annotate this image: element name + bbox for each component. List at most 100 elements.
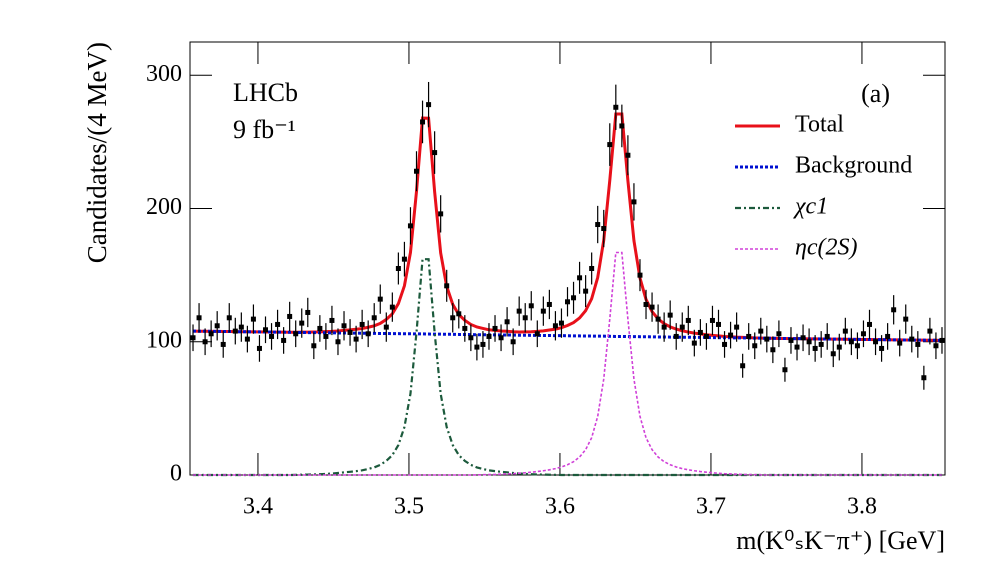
data-point — [317, 325, 323, 331]
data-point — [498, 335, 504, 341]
data-point — [492, 325, 498, 331]
legend-label: χc1 — [793, 194, 828, 220]
data-point — [740, 363, 746, 369]
data-point — [510, 339, 516, 345]
data-point — [190, 335, 196, 341]
data-point — [353, 336, 359, 342]
x-tick-label: 3.8 — [847, 494, 877, 520]
x-tick-label: 3.6 — [545, 494, 575, 520]
data-point — [873, 339, 879, 345]
data-point — [728, 332, 734, 338]
legend-label: Total — [795, 112, 844, 138]
data-point — [836, 344, 842, 350]
data-point — [299, 320, 305, 326]
data-point — [685, 317, 691, 323]
data-point — [480, 341, 486, 347]
data-point — [214, 323, 220, 329]
data-point — [432, 150, 438, 156]
data-point — [643, 301, 649, 307]
data-point — [414, 168, 419, 174]
x-axis-label: m(K⁰ₛK⁻π⁺) [GeV] — [736, 526, 945, 555]
data-point — [552, 323, 558, 329]
data-point — [601, 226, 607, 232]
data-point — [782, 367, 788, 373]
data-point — [848, 339, 854, 345]
data-point — [903, 316, 909, 322]
x-tick-label: 3.4 — [243, 494, 273, 520]
data-point — [371, 315, 377, 321]
data-point — [365, 331, 371, 337]
x-tick-label: 3.7 — [696, 494, 726, 520]
data-point — [558, 320, 564, 326]
data-point — [522, 315, 528, 321]
data-point — [395, 265, 401, 271]
data-point — [208, 331, 214, 337]
data-point — [389, 304, 395, 310]
data-point — [885, 333, 891, 339]
data-point — [842, 328, 848, 334]
data-point — [546, 301, 552, 307]
y-tick-label: 300 — [146, 61, 182, 87]
data-point — [377, 296, 383, 302]
data-point — [595, 222, 601, 228]
data-point — [661, 324, 667, 330]
data-point — [691, 340, 697, 346]
data-point — [812, 345, 818, 351]
x-tick-label: 3.5 — [394, 494, 424, 520]
data-point — [697, 329, 703, 335]
data-point — [269, 333, 275, 339]
data-point — [879, 345, 885, 351]
data-point — [311, 343, 317, 349]
data-point — [619, 123, 625, 129]
data-point — [323, 333, 329, 339]
data-point — [305, 309, 311, 315]
data-point — [933, 343, 939, 349]
data-point — [824, 333, 830, 339]
data-point — [716, 321, 721, 327]
data-point — [383, 324, 389, 330]
data-point — [244, 336, 250, 342]
data-point — [806, 339, 812, 345]
data-point — [335, 339, 341, 345]
data-point — [438, 211, 444, 217]
data-point — [752, 343, 758, 349]
data-point — [818, 341, 824, 347]
data-point — [939, 337, 945, 343]
data-point — [401, 256, 407, 262]
data-point — [921, 375, 927, 381]
data-point — [625, 152, 631, 158]
data-point — [794, 344, 800, 350]
data-point — [329, 317, 335, 323]
data-point — [516, 308, 522, 314]
fit-curve — [193, 251, 942, 476]
data-point — [407, 223, 413, 229]
data-point — [534, 331, 540, 337]
data-point — [456, 311, 462, 317]
data-point — [788, 337, 794, 343]
data-point — [347, 329, 353, 335]
data-point — [891, 307, 897, 313]
data-point — [486, 333, 492, 339]
data-point — [746, 333, 752, 339]
data-point — [226, 315, 232, 321]
data-point — [649, 304, 655, 310]
data-point — [238, 324, 244, 330]
data-point — [867, 321, 872, 327]
legend-label: ηc(2S) — [795, 235, 858, 261]
data-point — [462, 325, 468, 331]
data-point — [613, 104, 619, 110]
data-point — [540, 308, 546, 314]
data-point — [281, 337, 287, 343]
data-point — [800, 335, 806, 341]
data-point — [577, 275, 583, 281]
data-point — [589, 265, 595, 271]
data-point — [776, 331, 782, 337]
data-point — [504, 319, 510, 325]
data-point — [909, 336, 915, 342]
data-point — [734, 324, 740, 330]
data-point — [293, 331, 299, 337]
data-point — [202, 339, 208, 345]
data-point — [709, 317, 715, 323]
y-tick-label: 200 — [146, 194, 182, 220]
